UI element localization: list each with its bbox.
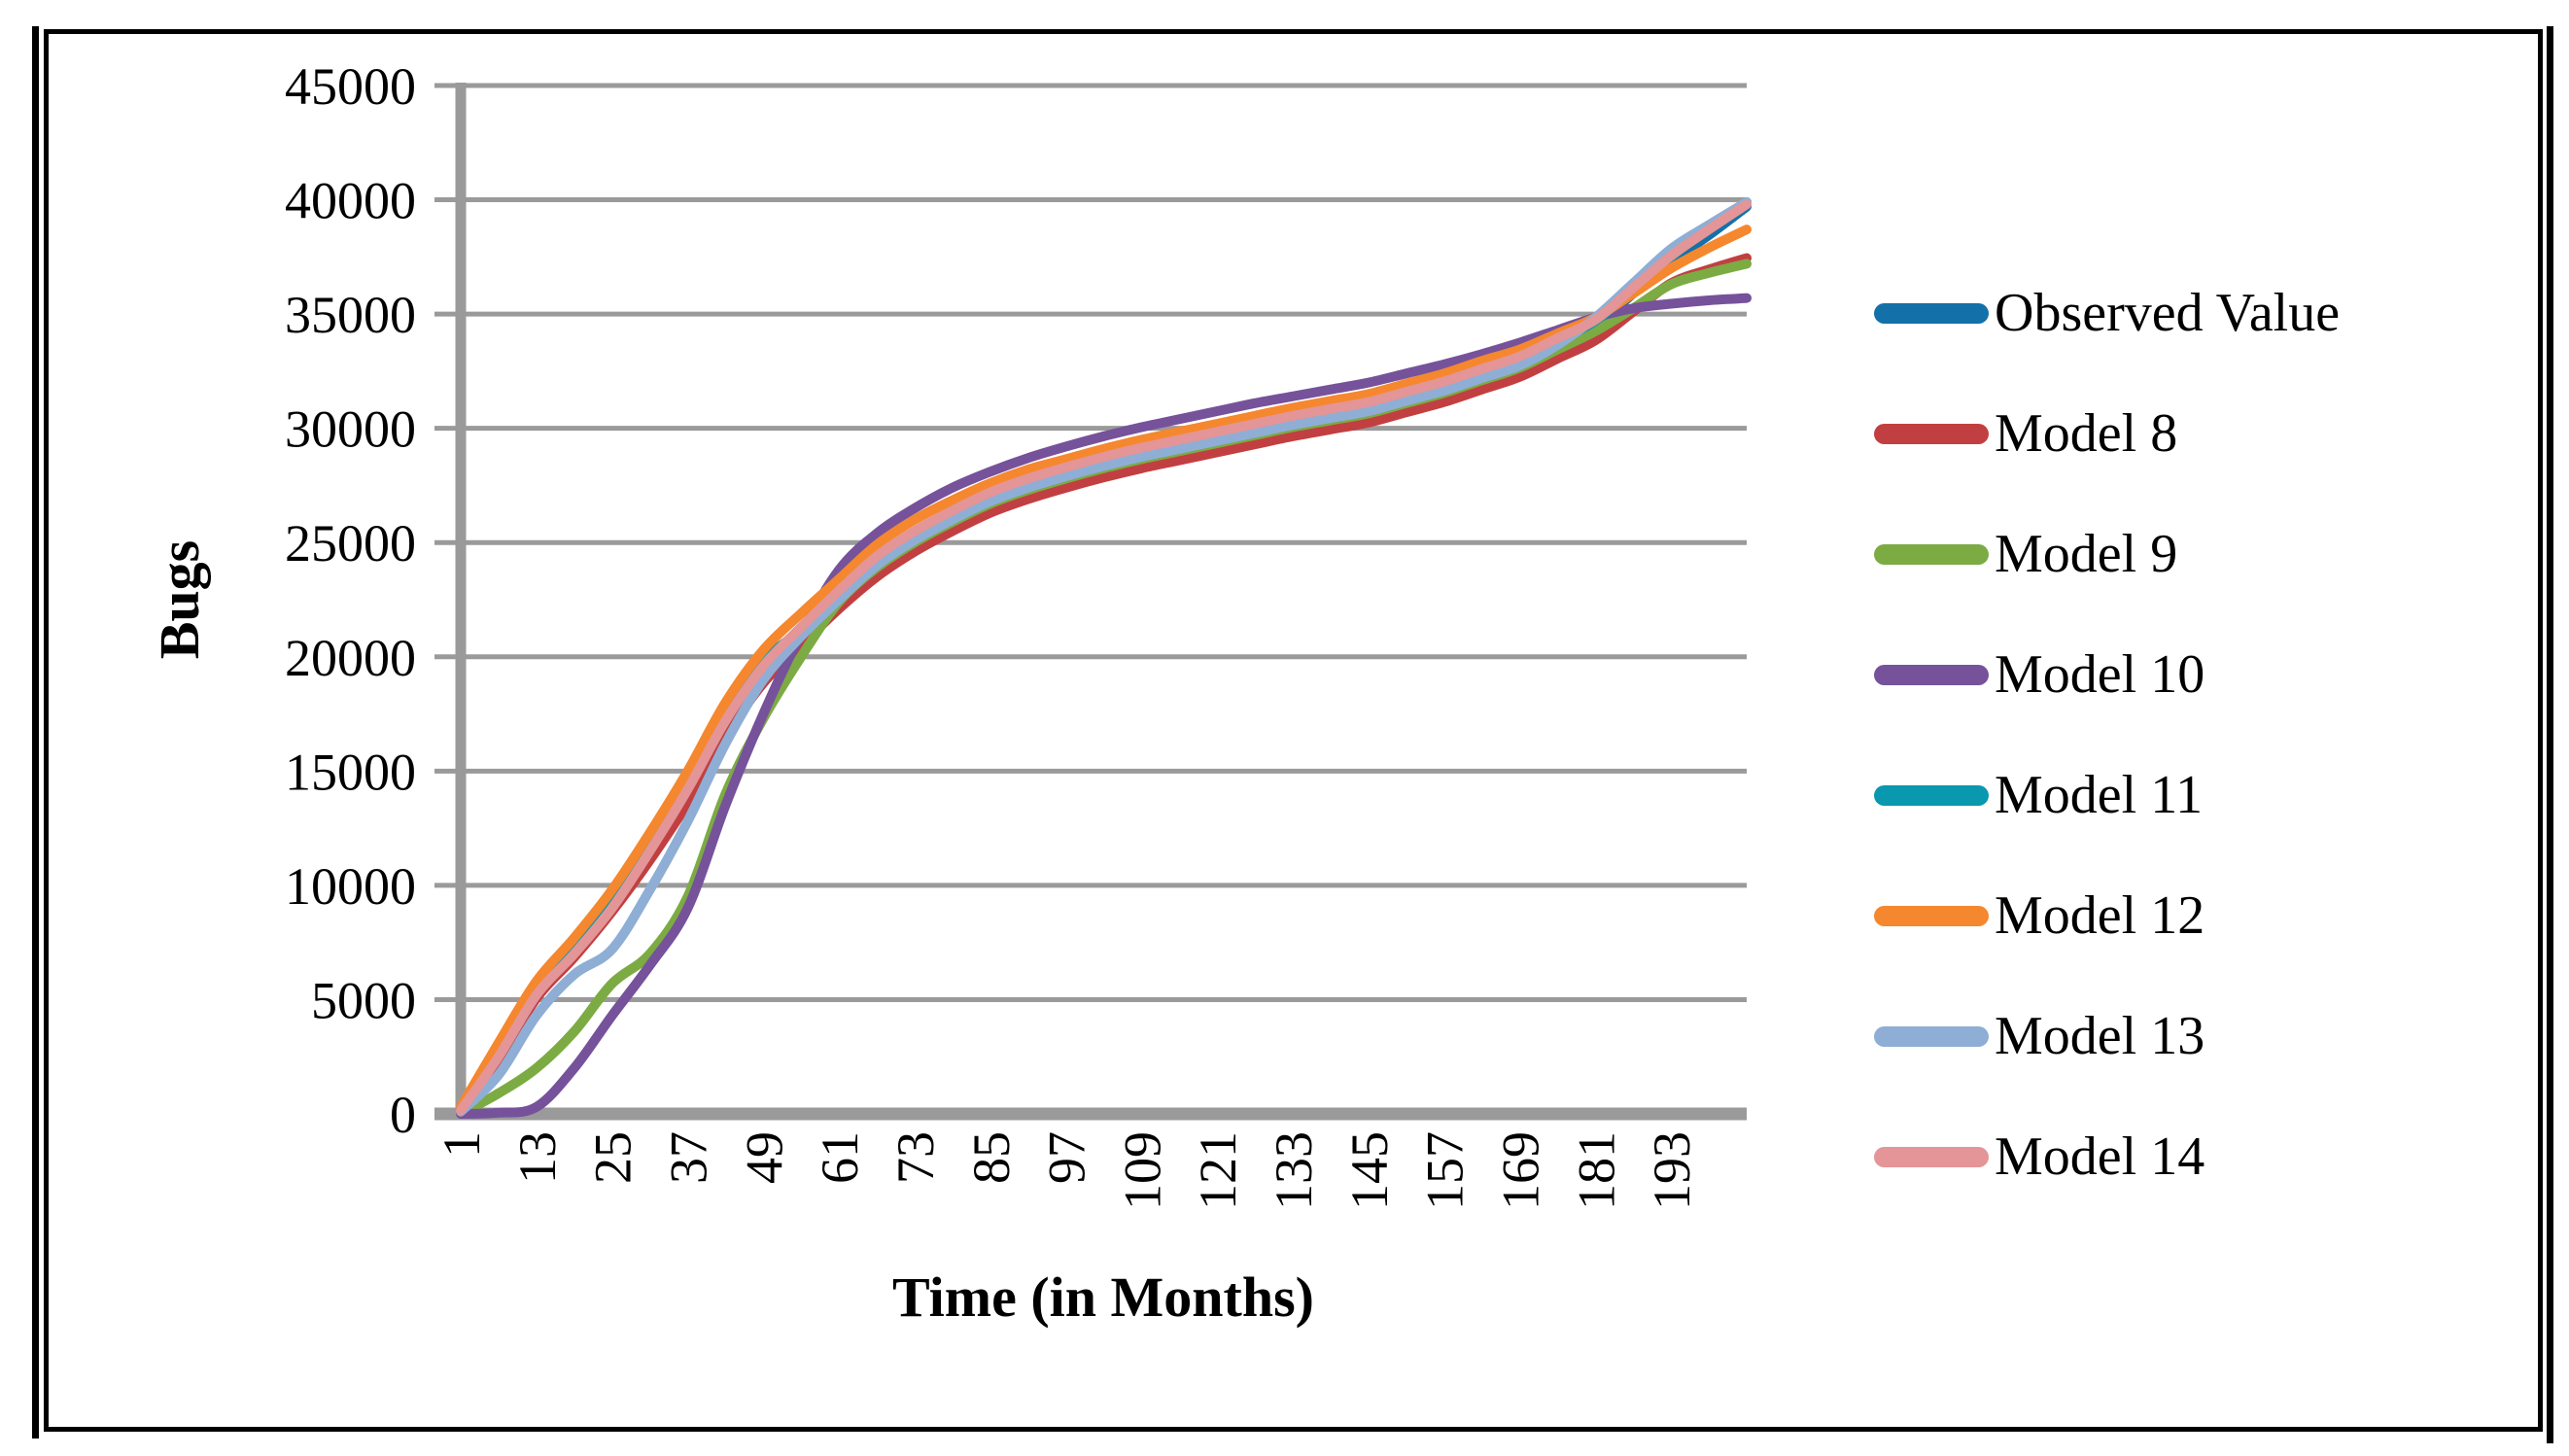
- x-tick-label: 49: [735, 1131, 793, 1184]
- y-axis-title: Bugs: [148, 539, 211, 660]
- x-tick-label: 169: [1492, 1131, 1550, 1210]
- chart-legend: Observed Value Model 8 Model 9 Model 10 …: [1874, 253, 2535, 1217]
- y-tick-label: 40000: [285, 172, 416, 230]
- x-axis-line: [434, 1107, 1747, 1121]
- y-tick-label: 30000: [285, 400, 416, 459]
- legend-item-observed-value: Observed Value: [1874, 253, 2535, 373]
- legend-swatch-model-14: [1874, 1146, 1989, 1167]
- legend-label: Model 14: [1995, 1127, 2205, 1187]
- legend-item-model-9: Model 9: [1874, 494, 2535, 614]
- legend-item-model-12: Model 12: [1874, 855, 2535, 976]
- legend-item-model-14: Model 14: [1874, 1096, 2535, 1217]
- frame-outer-left-border: [32, 26, 39, 1439]
- legend-item-model-13: Model 13: [1874, 976, 2535, 1096]
- x-tick-labels: 1 13 25 37 49 61 73 85 97 109 121 133 145 157 169 181 19…: [433, 1131, 1701, 1210]
- x-tick-label: 73: [886, 1131, 945, 1184]
- y-tick-label: 0: [390, 1086, 416, 1144]
- y-axis-line: [455, 83, 467, 1120]
- series-line-model-10: [456, 293, 1752, 1119]
- legend-swatch-model-13: [1874, 1025, 1989, 1047]
- y-tick-label: 10000: [285, 857, 416, 916]
- legend-label: Model 10: [1995, 644, 2205, 705]
- legend-label: Model 9: [1995, 524, 2178, 584]
- series-line-model-9: [456, 259, 1752, 1119]
- legend-label: Model 8: [1995, 403, 2178, 464]
- legend-item-model-10: Model 10: [1874, 614, 2535, 735]
- y-tick-label: 45000: [285, 57, 416, 116]
- gridlines: [434, 83, 1747, 1002]
- legend-item-model-8: Model 8: [1874, 373, 2535, 494]
- x-tick-label: 145: [1340, 1131, 1399, 1210]
- x-tick-label: 121: [1189, 1131, 1247, 1210]
- legend-label: Observed Value: [1995, 283, 2341, 343]
- y-tick-label: 5000: [311, 971, 416, 1029]
- series-line-model-14: [456, 199, 1752, 1116]
- y-tick-label: 20000: [285, 629, 416, 687]
- y-tick-label: 35000: [285, 286, 416, 344]
- x-tick-label: 37: [659, 1131, 717, 1184]
- series-line-model-12: [456, 225, 1752, 1112]
- x-axis-title: Time (in Months): [892, 1265, 1314, 1329]
- x-tick-label: 157: [1416, 1131, 1475, 1210]
- series-lines: [456, 196, 1752, 1119]
- legend-label: Model 13: [1995, 1006, 2205, 1066]
- y-tick-label: 15000: [285, 743, 416, 801]
- legend-swatch-model-12: [1874, 905, 1989, 926]
- legend-item-model-11: Model 11: [1874, 735, 2535, 855]
- legend-swatch-model-10: [1874, 664, 1989, 685]
- legend-swatch-model-11: [1874, 784, 1989, 806]
- x-tick-label: 25: [584, 1131, 642, 1184]
- y-tick-label: 25000: [285, 514, 416, 572]
- legend-label: Model 11: [1995, 765, 2204, 825]
- x-tick-label: 193: [1643, 1131, 1701, 1210]
- x-tick-label: 109: [1113, 1131, 1171, 1210]
- legend-swatch-model-8: [1874, 423, 1989, 444]
- x-tick-label: 61: [811, 1131, 869, 1184]
- x-tick-label: 1: [433, 1131, 491, 1158]
- legend-label: Model 12: [1995, 885, 2205, 946]
- series-line-model-13: [456, 196, 1752, 1117]
- legend-swatch-model-9: [1874, 543, 1989, 565]
- series-line-model-8: [456, 253, 1752, 1117]
- x-tick-label: 85: [962, 1131, 1021, 1184]
- y-tick-labels: 45000 40000 35000 30000 25000 20000 15000 10000…: [285, 57, 416, 1144]
- x-tick-label: 13: [508, 1131, 567, 1184]
- x-tick-label: 97: [1038, 1131, 1096, 1184]
- x-tick-label: 133: [1265, 1131, 1323, 1210]
- frame-outer-right-border: [2547, 26, 2553, 1443]
- x-tick-label: 181: [1567, 1131, 1625, 1210]
- legend-swatch-observed-value: [1874, 302, 1989, 324]
